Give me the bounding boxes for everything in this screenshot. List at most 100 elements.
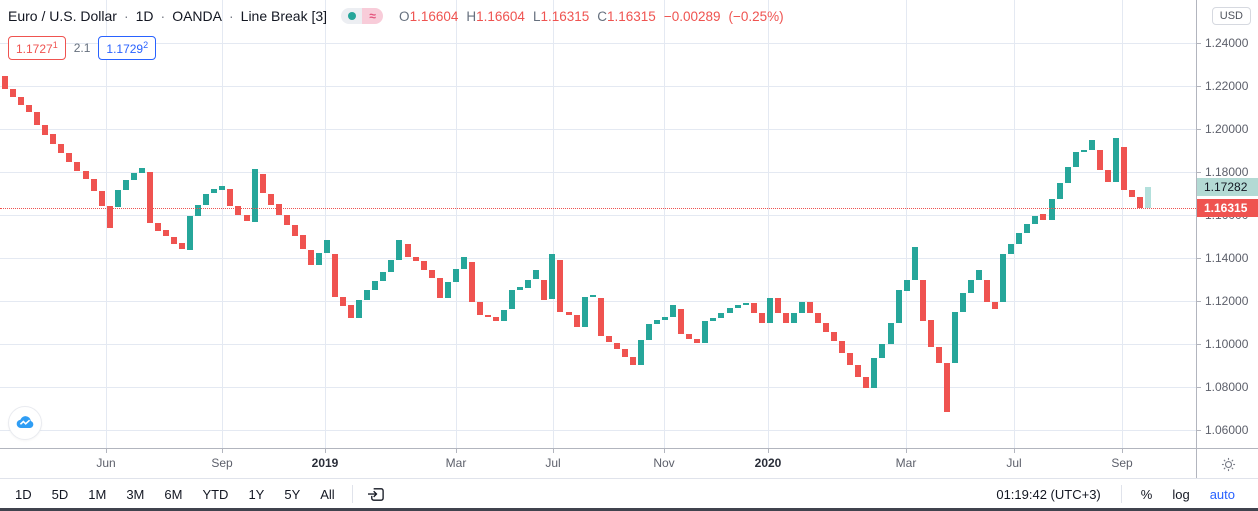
line-break-brick-up	[702, 321, 708, 343]
bid-price-box[interactable]: 1.17271	[8, 36, 66, 60]
line-break-brick-down	[1129, 190, 1135, 197]
gear-icon	[1221, 457, 1235, 471]
toolbar-right: 01:19:42 (UTC+3) % log auto	[996, 483, 1258, 506]
line-break-brick-up	[509, 290, 515, 309]
axis-settings-corner[interactable]	[1196, 449, 1258, 479]
line-break-brick-down	[437, 278, 443, 298]
line-break-brick-down	[839, 341, 845, 353]
log-scale-button[interactable]: log	[1163, 483, 1198, 506]
price-axis[interactable]: USD 1.240001.220001.200001.180001.160001…	[1196, 0, 1258, 448]
time-axis-label: Mar	[895, 456, 917, 470]
price-axis-label: 1.14000	[1205, 251, 1249, 265]
line-break-brick-down	[227, 189, 233, 206]
line-break-brick-down	[920, 280, 926, 321]
line-break-brick-down	[936, 347, 942, 363]
line-break-brick-up	[517, 287, 523, 290]
line-break-brick-up	[372, 281, 378, 290]
line-break-brick-down	[493, 317, 499, 321]
line-break-brick-down	[1105, 170, 1111, 182]
low-label: L	[532, 8, 541, 24]
auto-scale-button[interactable]: auto	[1201, 483, 1244, 506]
line-break-brick-down	[405, 244, 411, 257]
line-break-brick-down	[477, 302, 483, 315]
range-button-all[interactable]: All	[311, 483, 343, 506]
open-value: 1.16604	[409, 8, 459, 24]
time-axis[interactable]: Jun Sep 2019 Mar Jul Nov 2020 Mar Jul Sep	[0, 449, 1196, 479]
line-break-brick-down	[1097, 150, 1103, 170]
line-break-brick-down	[34, 112, 40, 125]
line-break-brick-up	[654, 320, 660, 324]
horizontal-gridline	[0, 387, 1196, 388]
change-value: −0.00289	[663, 8, 721, 24]
line-break-brick-up	[316, 253, 322, 265]
range-button-1d[interactable]: 1D	[6, 483, 41, 506]
price-axis-label: 1.08000	[1205, 380, 1249, 394]
time-axis-label: 2019	[311, 456, 339, 470]
line-break-brick-down	[944, 363, 950, 412]
range-button-ytd[interactable]: YTD	[193, 483, 237, 506]
time-tick	[325, 449, 326, 453]
line-break-brick-up	[131, 173, 137, 180]
line-break-brick-down	[147, 172, 153, 223]
line-break-brick-down	[606, 336, 612, 342]
line-break-brick-up	[252, 169, 258, 222]
line-break-brick-up	[767, 298, 773, 323]
range-button-1m[interactable]: 1M	[79, 483, 115, 506]
market-status-dot-icon	[347, 12, 356, 20]
ask-price-box[interactable]: 1.17292	[98, 36, 157, 60]
line-break-brick-up	[219, 186, 225, 190]
line-break-brick-down	[308, 250, 314, 265]
line-break-brick-down	[66, 153, 72, 162]
time-axis-label: Sep	[1111, 456, 1133, 470]
exchange-label[interactable]: OANDA	[172, 8, 222, 24]
line-break-brick-down	[99, 191, 105, 206]
legend-separator: ·	[123, 8, 129, 24]
go-to-date-button[interactable]	[361, 484, 392, 505]
clock-label[interactable]: 01:19:42 (UTC+3)	[996, 486, 1101, 502]
price-tick-dash	[1197, 430, 1201, 431]
range-button-6m[interactable]: 6M	[155, 483, 191, 506]
line-break-brick-down	[541, 280, 547, 300]
market-open-dot-segment	[341, 8, 363, 24]
line-break-brick-down	[340, 297, 346, 306]
currency-toggle-button[interactable]: USD	[1211, 7, 1251, 25]
line-break-brick-down	[163, 230, 169, 236]
horizontal-gridline	[0, 430, 1196, 431]
line-break-brick-down	[807, 302, 813, 313]
line-break-brick-down	[928, 320, 934, 347]
range-button-1y[interactable]: 1Y	[239, 483, 273, 506]
line-break-brick-up	[501, 310, 507, 321]
date-range-buttons: 1D 5D 1M 3M 6M YTD 1Y 5Y All	[0, 483, 344, 506]
line-break-brick-down	[292, 225, 298, 236]
line-break-brick-proj	[1145, 187, 1151, 208]
interval-label[interactable]: 1D	[135, 8, 154, 24]
ohlc-values: O1.16604 H1.16604 L1.16315 C1.16315 −0.0…	[399, 9, 784, 24]
line-break-brick-down	[847, 353, 853, 365]
line-break-brick-down	[686, 334, 692, 339]
range-button-5d[interactable]: 5D	[43, 483, 78, 506]
line-break-brick-up	[638, 340, 644, 365]
line-break-brick-down	[171, 237, 177, 244]
percent-scale-button[interactable]: %	[1132, 483, 1162, 506]
range-button-3m[interactable]: 3M	[117, 483, 153, 506]
line-break-brick-up	[549, 254, 555, 299]
symbol-title[interactable]: Euro / U.S. Dollar	[8, 8, 117, 24]
vertical-gridline	[768, 0, 769, 448]
line-break-brick-down	[1137, 197, 1143, 208]
line-break-brick-down	[694, 339, 700, 343]
line-break-brick-down	[421, 261, 427, 270]
horizontal-gridline	[0, 43, 1196, 44]
oanda-logo-button[interactable]	[8, 406, 42, 440]
line-break-brick-up	[1089, 140, 1095, 150]
chart-type-label[interactable]: Line Break [3]	[240, 8, 328, 24]
line-break-brick-down	[42, 125, 48, 135]
line-break-brick-up	[718, 313, 724, 318]
market-status-pill[interactable]: ≈	[341, 8, 384, 24]
range-button-5y[interactable]: 5Y	[275, 483, 309, 506]
open-label: O	[399, 8, 410, 24]
line-break-brick-up	[976, 270, 982, 280]
chart-canvas[interactable]: Euro / U.S. Dollar · 1D · OANDA · Line B…	[0, 0, 1196, 448]
vertical-gridline	[1122, 0, 1123, 448]
line-break-brick-up	[195, 205, 201, 216]
